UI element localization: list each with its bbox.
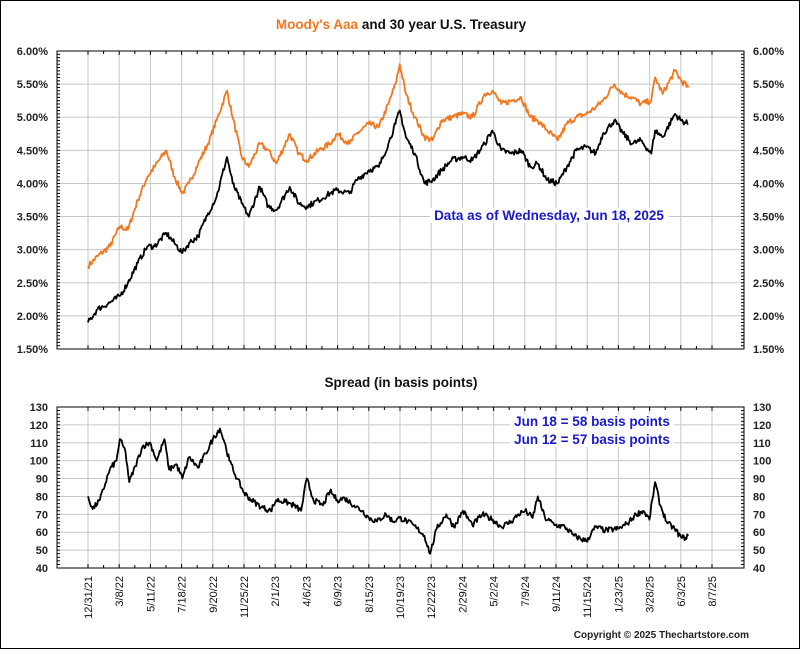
- y-tick-label-left: 50: [36, 545, 48, 557]
- y-tick-label-left: 2.50%: [17, 278, 48, 290]
- y-tick-label-right: 40: [753, 563, 765, 575]
- y-tick-label-right: 120: [753, 420, 771, 432]
- x-tick-label: 2/1/23: [270, 576, 282, 607]
- spread-line: [87, 427, 690, 555]
- y-tick-label-right: 50: [753, 545, 765, 557]
- y-tick-label-right: 4.50%: [753, 145, 784, 157]
- title-part-treasury: and 30 year U.S. Treasury: [358, 17, 527, 32]
- x-tick-label: 5/11/22: [145, 576, 157, 612]
- y-tick-label-right: 3.00%: [753, 245, 784, 257]
- y-tick-label-left: 6.00%: [17, 46, 48, 58]
- y-tick-label-left: 1.50%: [17, 344, 48, 356]
- title-part-aaa: Moody's Aaa: [276, 17, 359, 32]
- y-tick-label-left: 5.00%: [17, 112, 48, 124]
- x-tick-label: 8/7/25: [707, 576, 719, 607]
- spread-annotation-jun18: Jun 18 = 58 basis points: [514, 414, 670, 429]
- y-tick-label-left: 80: [36, 491, 48, 503]
- y-tick-label-left: 4.00%: [17, 178, 48, 190]
- x-tick-label: 7/18/22: [177, 576, 189, 613]
- x-tick-label: 4/6/23: [301, 576, 313, 607]
- top-chart-grid: [57, 51, 744, 349]
- y-tick-label-right: 80: [753, 491, 765, 503]
- y-tick-label-right: 90: [753, 474, 765, 486]
- x-tick-label: 11/25/22: [239, 576, 251, 618]
- y-tick-label-right: 130: [753, 402, 771, 414]
- top-chart-series: [87, 63, 690, 323]
- y-tick-label-right: 110: [753, 438, 771, 450]
- y-tick-label-right: 4.00%: [753, 178, 784, 190]
- top-y-axis-right: 6.00% 5.50% 5.00% 4.50% 4.00% 3.50% 3.00% 2.50%…: [741, 46, 784, 356]
- x-tick-label: 5/2/24: [489, 576, 501, 607]
- spread-annotation-jun12: Jun 12 = 57 basis points: [514, 432, 670, 447]
- top-annotation-background: [430, 208, 669, 223]
- y-tick-label-left: 60: [36, 527, 48, 539]
- spread-chart-title: Spread (in basis points): [324, 375, 477, 390]
- x-tick-label: 3/8/22: [114, 576, 126, 607]
- x-tick-label: 12/22/23: [426, 576, 438, 619]
- top-chart-title: Moody's Aaa and 30 year U.S. Treasury: [276, 17, 527, 32]
- x-tick-label: 11/15/24: [582, 576, 594, 618]
- x-tick-label: 3/28/25: [645, 576, 657, 613]
- x-axis-date-labels: 12/31/21 3/8/22 5/11/22 7/18/22 9/20/22 11/25…: [83, 576, 719, 619]
- x-tick-label: 2/29/24: [457, 576, 469, 613]
- y-tick-label-left: 70: [36, 509, 48, 521]
- y-tick-label-left: 90: [36, 474, 48, 486]
- y-tick-label-right: 2.00%: [753, 311, 784, 323]
- y-tick-label-right: 70: [753, 509, 765, 521]
- spread-annotation-background: [510, 414, 674, 447]
- spread-chart-series: [87, 427, 690, 555]
- y-tick-label-right: 5.50%: [753, 79, 784, 91]
- y-tick-label-left: 3.50%: [17, 212, 48, 224]
- y-tick-label-left: 40: [36, 563, 48, 575]
- y-tick-label-right: 100: [753, 456, 771, 468]
- spread-y-axis-left: 130 120 110 100 90 80 70 60 50 40: [30, 402, 60, 575]
- y-tick-label-right: 3.50%: [753, 212, 784, 224]
- y-tick-label-right: 1.50%: [753, 344, 784, 356]
- top-y-axis-left: 6.00% 5.50% 5.00% 4.50% 4.00% 3.50% 3.00% 2.50%…: [17, 46, 60, 356]
- y-tick-label-left: 100: [30, 456, 48, 468]
- copyright-text: Copyright © 2025 Thechartstore.com: [574, 630, 749, 641]
- y-tick-label-left: 3.00%: [17, 245, 48, 257]
- y-tick-label-left: 2.00%: [17, 311, 48, 323]
- x-tick-label: 10/19/23: [395, 576, 407, 619]
- x-tick-label: 6/9/23: [333, 576, 345, 607]
- x-tick-label: 9/20/22: [208, 576, 220, 613]
- y-tick-label-right: 2.50%: [753, 278, 784, 290]
- x-tick-label: 9/11/24: [551, 576, 563, 612]
- x-tick-label: 7/9/24: [520, 576, 532, 607]
- top-plot-border: [56, 50, 745, 350]
- aaa-yield-line: [87, 63, 690, 270]
- x-tick-label: 6/3/25: [676, 576, 688, 607]
- y-tick-label-left: 130: [30, 402, 48, 414]
- y-tick-label-right: 5.00%: [753, 112, 784, 124]
- x-tick-label: 8/15/23: [364, 576, 376, 613]
- y-tick-label-left: 110: [30, 438, 48, 450]
- x-tick-label: 12/31/21: [83, 576, 95, 619]
- x-tick-label: 1/23/25: [613, 576, 625, 613]
- y-tick-label-right: 60: [753, 527, 765, 539]
- y-tick-label-left: 120: [30, 420, 48, 432]
- y-tick-label-right: 6.00%: [753, 46, 784, 58]
- data-as-of-annotation: Data as of Wednesday, Jun 18, 2025: [434, 208, 664, 223]
- spread-plot-border: [56, 406, 745, 569]
- spread-y-axis-right: 130 120 110 100 90 80 70 60 50 40: [741, 402, 771, 575]
- treasury-yield-line: [87, 109, 689, 323]
- y-tick-label-left: 4.50%: [17, 145, 48, 157]
- y-tick-label-left: 5.50%: [17, 79, 48, 91]
